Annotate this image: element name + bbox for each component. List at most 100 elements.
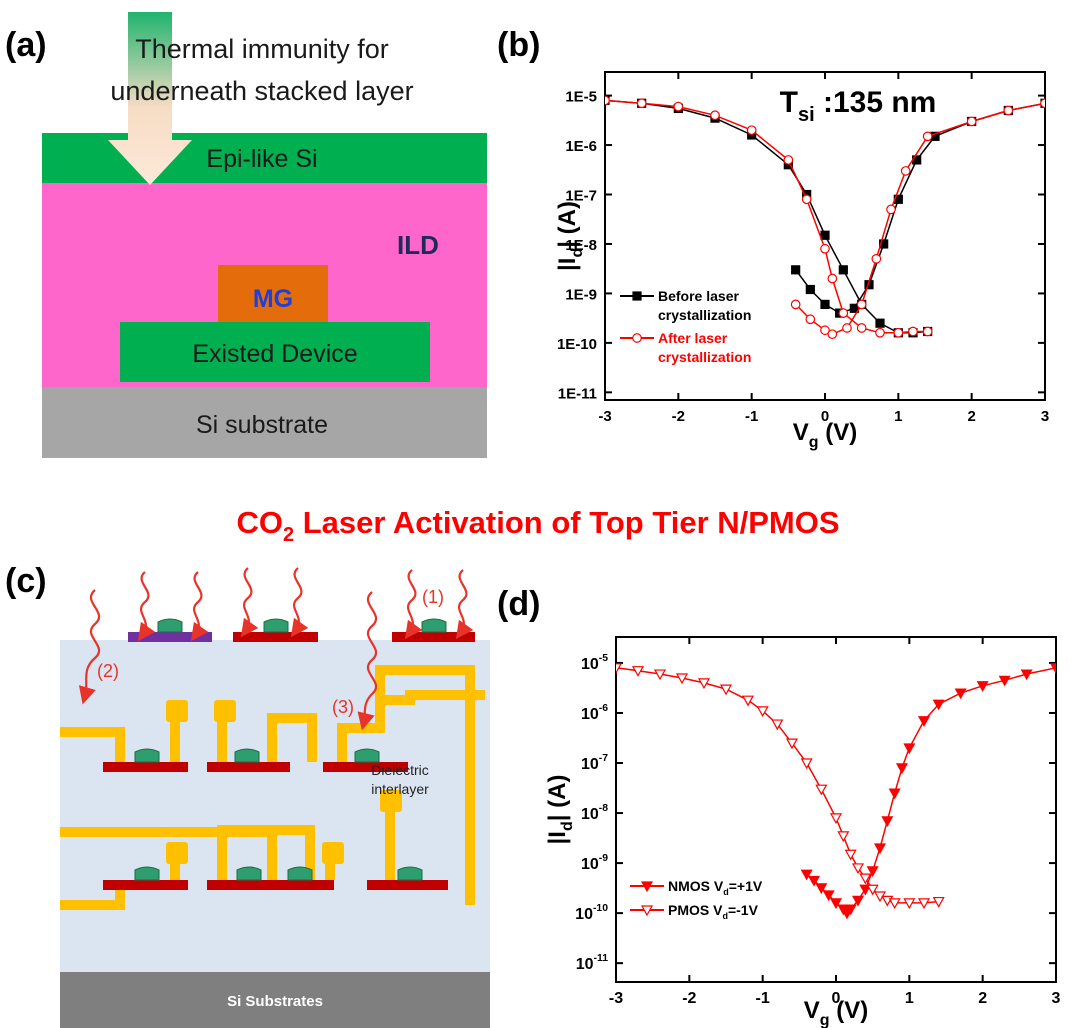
- wave-arrow: [290, 567, 309, 638]
- tick-label-text: 10: [581, 706, 599, 723]
- data-point: [976, 681, 989, 692]
- data-point: [856, 323, 867, 333]
- panel-label: (a): [5, 26, 47, 64]
- substrate-layer: [60, 972, 490, 1028]
- data-point: [800, 869, 813, 881]
- label-text: | (A): [554, 201, 581, 248]
- data-point: [856, 299, 867, 310]
- tick-label-superscript: -8: [599, 803, 608, 814]
- data-point: [966, 116, 977, 127]
- data-point: [675, 673, 689, 685]
- y-tick-label: 10-6: [581, 703, 608, 723]
- data-point: [903, 743, 916, 755]
- y-tick-label: 10-11: [576, 953, 608, 973]
- y-tick-label: 1E-7: [565, 188, 597, 205]
- data-point: [827, 273, 838, 284]
- annotation: Tsi :135 nm: [780, 86, 937, 126]
- data-point: [790, 299, 801, 310]
- tick-label-text: 1E-9: [565, 286, 597, 303]
- device-block: [120, 322, 430, 382]
- wire: [267, 713, 317, 762]
- y-tick-label: 10-5: [581, 653, 608, 673]
- plot-area: [605, 95, 1045, 340]
- panel-label: (d): [497, 585, 540, 623]
- tick-label-text: 1E-8: [565, 237, 597, 254]
- data-point: [849, 303, 859, 313]
- pad: [214, 700, 236, 722]
- device-bar: [207, 762, 290, 772]
- gate: [234, 748, 260, 763]
- data-point: [875, 327, 885, 338]
- chart: (b) 1E-11 1E-10 1E-9 1E-8 1E-7 1E-6 1E-5 -3 -2 -1 0…: [497, 26, 1049, 451]
- x-tick-label: 1: [905, 990, 914, 1007]
- pad: [322, 842, 344, 864]
- data-point: [783, 155, 794, 165]
- laser-waves: [78, 567, 474, 731]
- data-point: [822, 890, 835, 902]
- label-text: | (A): [544, 775, 571, 822]
- data-point: [866, 866, 879, 878]
- tick-label-text: 10: [581, 656, 599, 673]
- data-point: [917, 716, 931, 727]
- gate: [421, 618, 447, 633]
- legend-label: crystallization: [658, 349, 751, 365]
- label-text: V: [804, 997, 820, 1024]
- data-point: [827, 329, 838, 340]
- data-point: [820, 325, 830, 336]
- data-point: [710, 110, 720, 121]
- substrate-layer: [42, 387, 487, 458]
- data-point: [805, 284, 815, 295]
- label-subscript: g: [820, 1012, 830, 1028]
- legend-label: PMOS Vd=-1V: [668, 902, 759, 921]
- substrate-label: Si Substrates: [227, 993, 323, 1010]
- data-point: [741, 695, 755, 707]
- y-tick-label: 1E-9: [565, 286, 597, 303]
- data-point: [815, 784, 828, 796]
- data-point: [998, 675, 1011, 687]
- x-tick-label: 2: [967, 408, 975, 425]
- tick-label-superscript: -9: [599, 853, 608, 864]
- data-point: [719, 684, 733, 696]
- section-title: CO2 Laser Activation of Top Tier N/PMOS: [236, 505, 839, 546]
- label-text: (V): [819, 419, 858, 446]
- plot-frame: [604, 71, 1046, 401]
- mg-block: [218, 265, 328, 322]
- data-point: [697, 678, 711, 690]
- devices: [103, 618, 475, 890]
- x-axis-label: Vg (V): [793, 419, 857, 451]
- mg-label: MG: [253, 285, 293, 313]
- tick-label-text: 1E-7: [565, 188, 597, 205]
- label-text: (V): [830, 997, 869, 1024]
- tick-label-text: 10: [576, 956, 594, 973]
- x-tick-label: 0: [821, 408, 829, 425]
- legend-marker: [632, 333, 642, 343]
- x-tick-label: 2: [978, 990, 987, 1007]
- tick-label-text: 1E-11: [558, 385, 597, 402]
- panel-a: (a) Thermal immunity for underneath stac…: [5, 12, 487, 458]
- gate: [287, 866, 313, 881]
- tick-label-superscript: -6: [599, 703, 608, 714]
- legend-text: Before laser: [658, 288, 739, 304]
- data-point: [791, 265, 801, 275]
- device-bar: [103, 880, 188, 890]
- tick-label-superscript: -7: [599, 753, 608, 764]
- legend-text: After laser: [658, 330, 728, 346]
- tick-label-text: 10: [581, 806, 599, 823]
- legend-text: =-1V: [728, 902, 759, 918]
- data-point: [954, 688, 967, 700]
- wave-arrow: [357, 591, 378, 731]
- label-text: |I: [544, 831, 571, 844]
- x-tick-label: -2: [682, 990, 696, 1007]
- label-subscript: si: [798, 104, 815, 126]
- panel-label: (c): [5, 562, 47, 600]
- wave-label: (2): [97, 661, 119, 681]
- pad: [380, 790, 402, 812]
- data-point: [616, 663, 623, 675]
- data-point: [771, 719, 784, 731]
- data-point: [844, 849, 857, 861]
- y-tick-label: 10-9: [581, 853, 608, 873]
- gate: [263, 618, 289, 633]
- wave-label: (3): [332, 697, 354, 717]
